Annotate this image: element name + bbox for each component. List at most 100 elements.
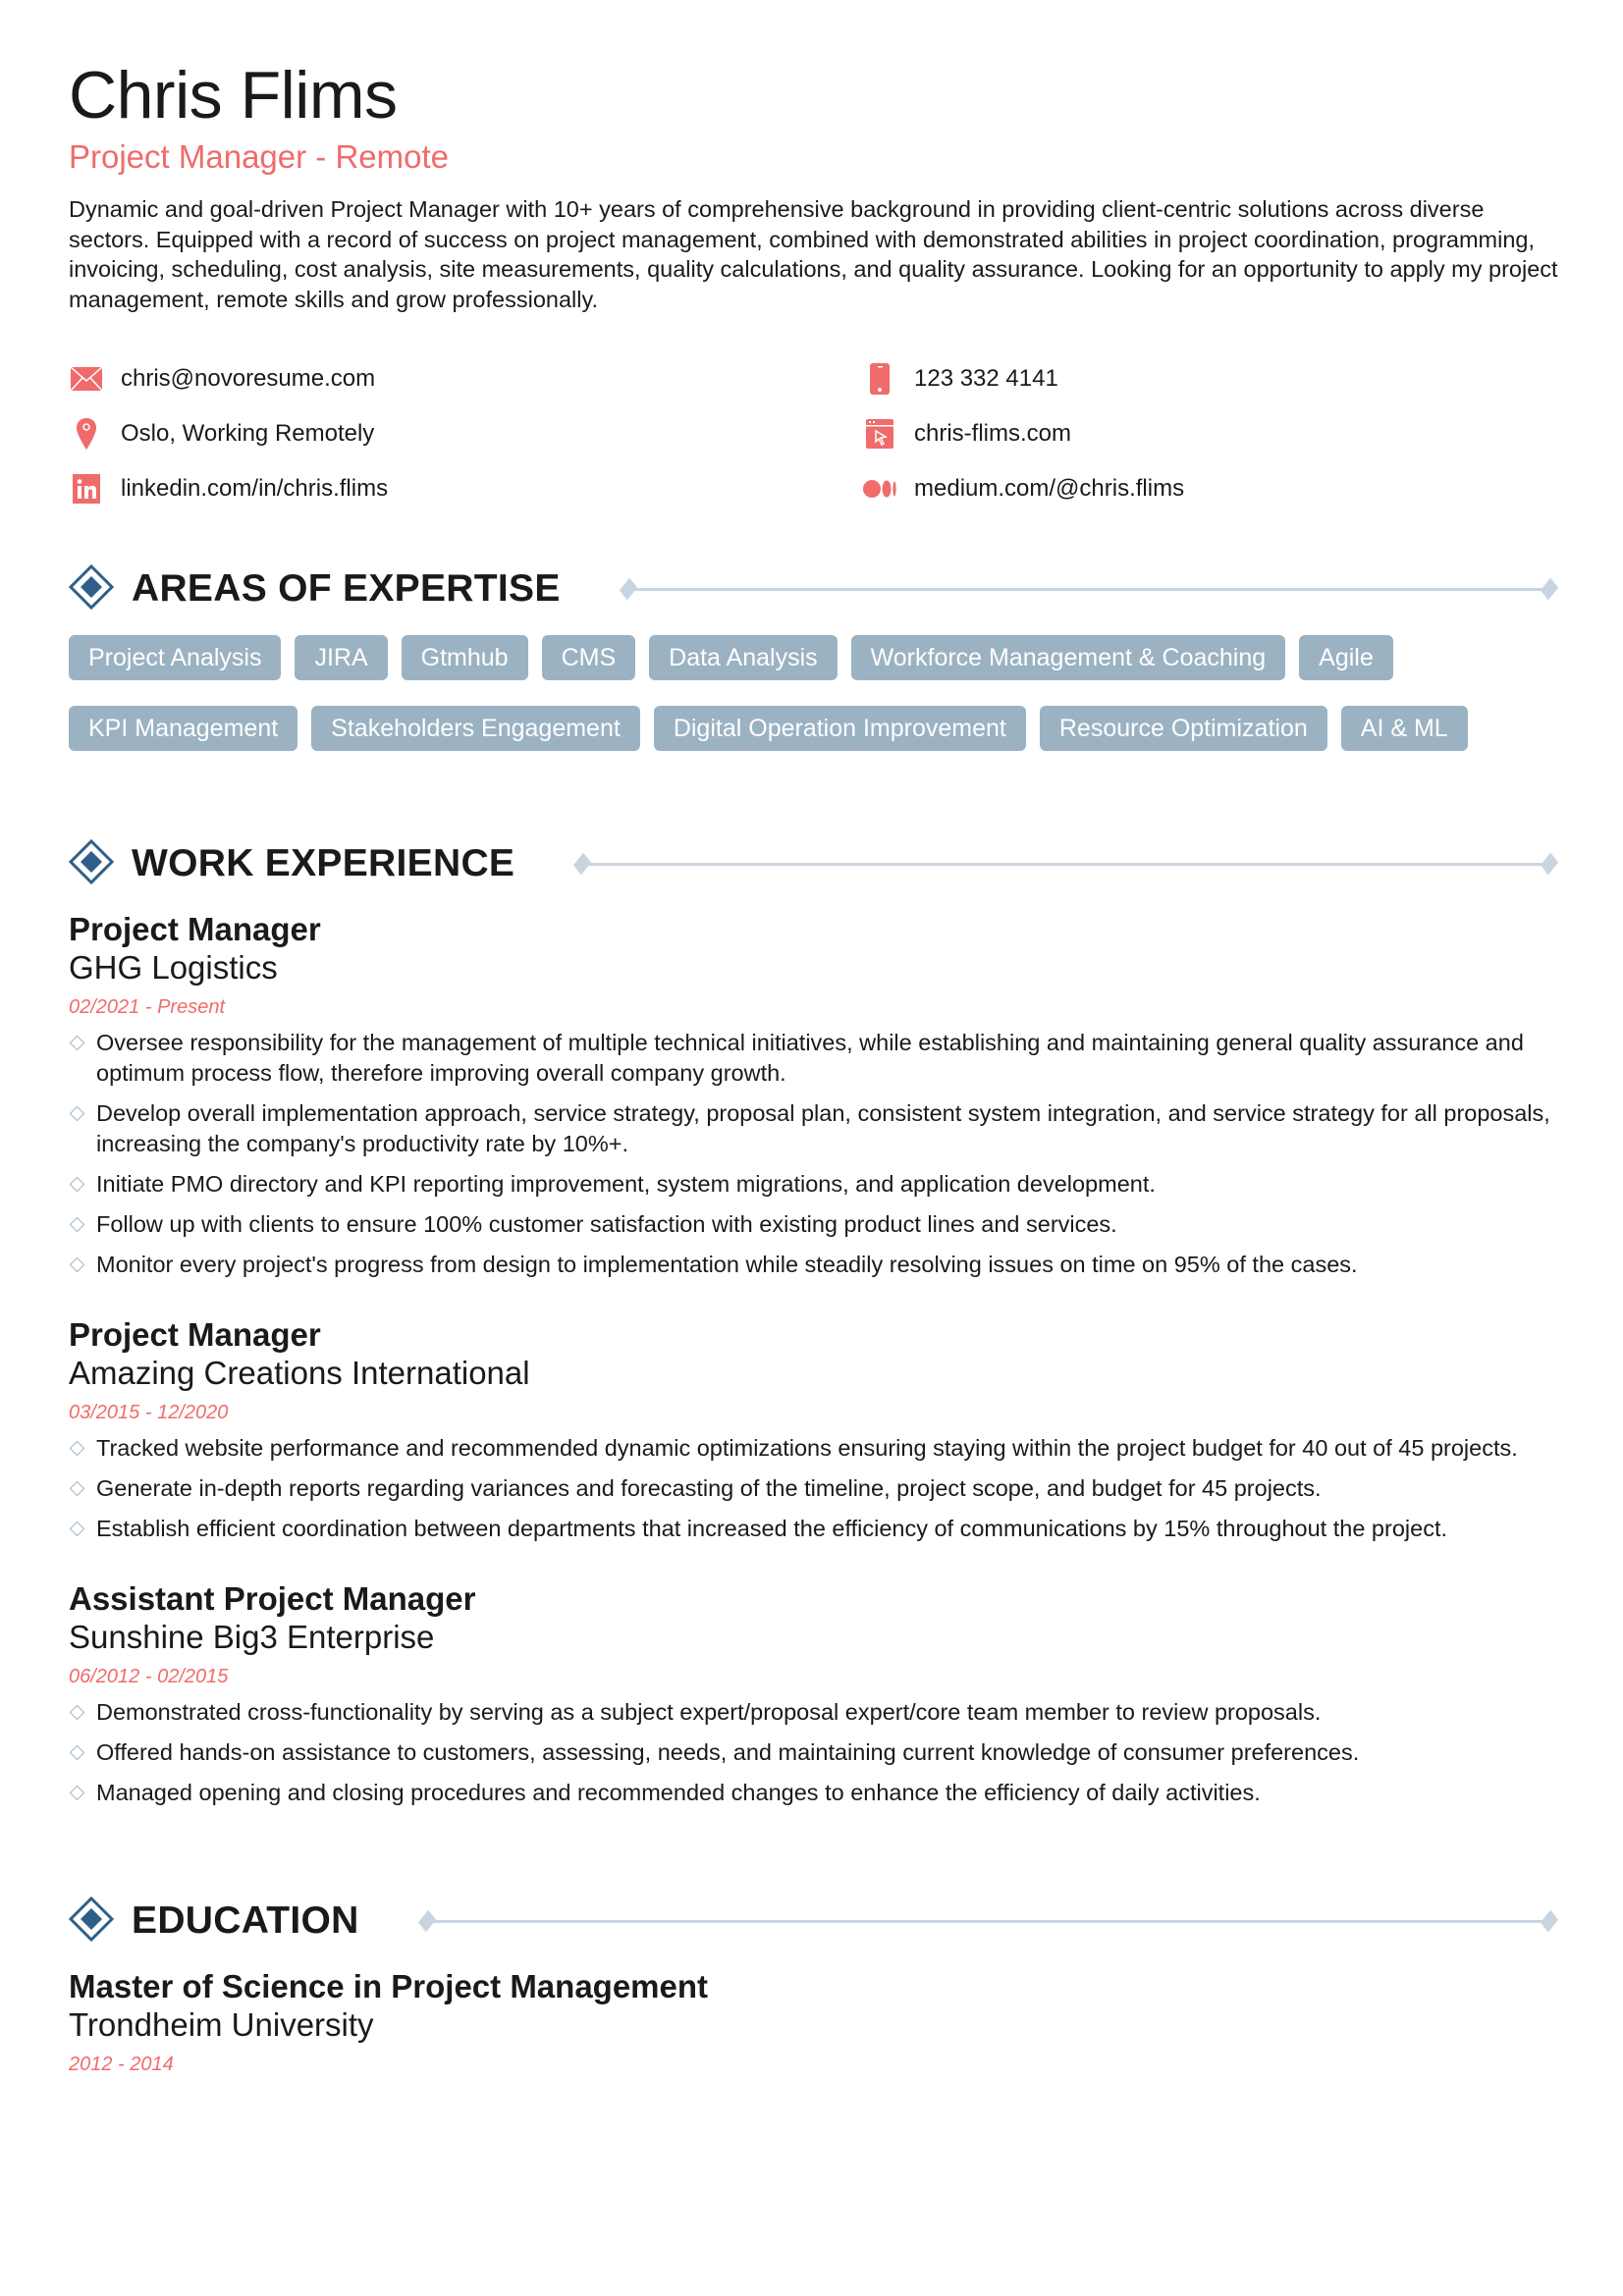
diamond-icon xyxy=(68,563,115,614)
candidate-name: Chris Flims xyxy=(69,58,398,133)
job-bullets: Tracked website performance and recommen… xyxy=(69,1433,1554,1544)
list-item: Follow up with clients to ensure 100% cu… xyxy=(69,1209,1569,1240)
list-item: Tracked website performance and recommen… xyxy=(69,1433,1569,1464)
contact-text: medium.com/@chris.flims xyxy=(914,474,1185,502)
expertise-tag: KPI Management xyxy=(69,706,298,751)
list-item: Develop overall implementation approach,… xyxy=(69,1098,1569,1159)
contact-item[interactable]: linkedin.com/in/chris.flims xyxy=(69,471,862,506)
bullet-text: Develop overall implementation approach,… xyxy=(96,1100,1550,1156)
expertise-tag: Project Analysis xyxy=(69,635,282,680)
work-experience-header: WORK EXPERIENCE xyxy=(68,838,1554,889)
bullet-text: Managed opening and closing procedures a… xyxy=(96,1780,1261,1805)
medium-icon xyxy=(862,473,897,505)
bullet-diamond-icon xyxy=(69,1216,85,1233)
list-item: Initiate PMO directory and KPI reporting… xyxy=(69,1169,1569,1200)
job-entry: Assistant Project Manager Sunshine Big3 … xyxy=(69,1579,1554,1808)
list-item: Offered hands-on assistance to customers… xyxy=(69,1737,1569,1768)
diamond-icon xyxy=(68,1896,115,1947)
expertise-tag: CMS xyxy=(541,635,636,680)
bullet-diamond-icon xyxy=(69,1176,85,1193)
job-dates: 03/2015 - 12/2020 xyxy=(69,1402,229,1423)
bullet-diamond-icon xyxy=(69,1035,85,1051)
contact-text: 123 332 4141 xyxy=(914,364,1058,392)
job-bullets: Demonstrated cross-functionality by serv… xyxy=(69,1697,1554,1808)
expertise-tag: Gtmhub xyxy=(401,635,528,680)
job-entry: Project Manager Amazing Creations Intern… xyxy=(69,1315,1554,1544)
bullet-text: Offered hands-on assistance to customers… xyxy=(96,1739,1360,1765)
education-header: EDUCATION xyxy=(68,1896,1554,1947)
expertise-tag: Agile xyxy=(1299,635,1393,680)
diamond-icon xyxy=(68,838,115,889)
expertise-tag: Stakeholders Engagement xyxy=(311,706,640,751)
school: Trondheim University xyxy=(69,2006,374,2043)
expertise-tag: Digital Operation Improvement xyxy=(653,706,1026,751)
job-entry: Project Manager GHG Logistics 02/2021 - … xyxy=(69,910,1554,1280)
bullet-diamond-icon xyxy=(69,1785,85,1801)
bullet-text: Tracked website performance and recommen… xyxy=(96,1435,1518,1461)
phone-icon xyxy=(862,362,897,395)
job-company: GHG Logistics xyxy=(69,949,278,986)
location-icon xyxy=(69,417,104,450)
bullet-text: Monitor every project's progress from de… xyxy=(96,1252,1358,1277)
expertise-tag: Workforce Management & Coaching xyxy=(850,635,1286,680)
bullet-text: Initiate PMO directory and KPI reporting… xyxy=(96,1171,1156,1197)
bullet-text: Follow up with clients to ensure 100% cu… xyxy=(96,1211,1117,1237)
list-item: Generate in-depth reports regarding vari… xyxy=(69,1473,1569,1504)
section-title: WORK EXPERIENCE xyxy=(132,842,515,884)
email-icon xyxy=(69,363,104,395)
website-icon xyxy=(862,418,897,450)
list-item: Monitor every project's progress from de… xyxy=(69,1250,1569,1280)
expertise-tag: AI & ML xyxy=(1340,706,1468,751)
job-title: Project Manager xyxy=(69,1316,321,1353)
bullet-text: Generate in-depth reports regarding vari… xyxy=(96,1475,1322,1501)
bullet-diamond-icon xyxy=(69,1744,85,1761)
education-entry: Master of Science in Project Management … xyxy=(69,1967,1554,2077)
bullet-diamond-icon xyxy=(69,1256,85,1273)
job-company: Amazing Creations International xyxy=(69,1355,530,1391)
contact-item[interactable]: chris-flims.com xyxy=(862,416,1549,451)
job-dates: 02/2021 - Present xyxy=(69,996,225,1018)
list-item: Demonstrated cross-functionality by serv… xyxy=(69,1697,1569,1728)
job-dates: 06/2012 - 02/2015 xyxy=(69,1666,229,1687)
expertise-tags: Project Analysis JIRA Gtmhub CMS Data Analys… xyxy=(69,635,1561,751)
contact-text: Oslo, Working Remotely xyxy=(121,419,375,447)
education-dates: 2012 - 2014 xyxy=(69,2054,174,2075)
resume-page: Chris Flims Project Manager - Remote Dyn… xyxy=(0,0,1623,2077)
bullet-diamond-icon xyxy=(69,1521,85,1537)
contact-item[interactable]: chris@novoresume.com xyxy=(69,361,862,396)
bullet-diamond-icon xyxy=(69,1105,85,1122)
bullet-text: Oversee responsibility for the managemen… xyxy=(96,1030,1524,1086)
job-company: Sunshine Big3 Enterprise xyxy=(69,1619,435,1655)
section-title: EDUCATION xyxy=(132,1899,359,1942)
contact-item[interactable]: 123 332 4141 xyxy=(862,361,1549,396)
contact-list: chris@novoresume.com 123 332 4141 Oslo, … xyxy=(69,361,1554,506)
contact-text: linkedin.com/in/chris.flims xyxy=(121,474,389,502)
contact-text: chris-flims.com xyxy=(914,419,1071,447)
job-title: Project Manager xyxy=(69,911,321,947)
bullet-diamond-icon xyxy=(69,1480,85,1497)
job-bullets: Oversee responsibility for the managemen… xyxy=(69,1028,1554,1280)
bullet-diamond-icon xyxy=(69,1704,85,1721)
summary: Dynamic and goal-driven Project Manager … xyxy=(69,196,1558,312)
expertise-tag: JIRA xyxy=(295,635,388,680)
section-divider xyxy=(429,1919,1546,1923)
section-divider xyxy=(585,862,1546,866)
list-item: Oversee responsibility for the managemen… xyxy=(69,1028,1569,1089)
degree: Master of Science in Project Management xyxy=(69,1968,709,2004)
bullet-diamond-icon xyxy=(69,1440,85,1457)
job-title: Assistant Project Manager xyxy=(69,1580,476,1617)
expertise-header: AREAS OF EXPERTISE xyxy=(68,563,1554,614)
contact-text: chris@novoresume.com xyxy=(121,364,376,392)
bullet-text: Demonstrated cross-functionality by serv… xyxy=(96,1699,1322,1725)
candidate-role: Project Manager - Remote xyxy=(69,138,449,175)
list-item: Managed opening and closing procedures a… xyxy=(69,1778,1569,1808)
linkedin-icon xyxy=(69,473,104,505)
expertise-tag: Resource Optimization xyxy=(1039,706,1327,751)
contact-item[interactable]: medium.com/@chris.flims xyxy=(862,471,1549,506)
list-item: Establish efficient coordination between… xyxy=(69,1514,1569,1544)
section-divider xyxy=(630,587,1546,591)
contact-item[interactable]: Oslo, Working Remotely xyxy=(69,416,862,451)
expertise-tag: Data Analysis xyxy=(649,635,838,680)
bullet-text: Establish efficient coordination between… xyxy=(96,1516,1448,1541)
section-title: AREAS OF EXPERTISE xyxy=(132,567,561,610)
